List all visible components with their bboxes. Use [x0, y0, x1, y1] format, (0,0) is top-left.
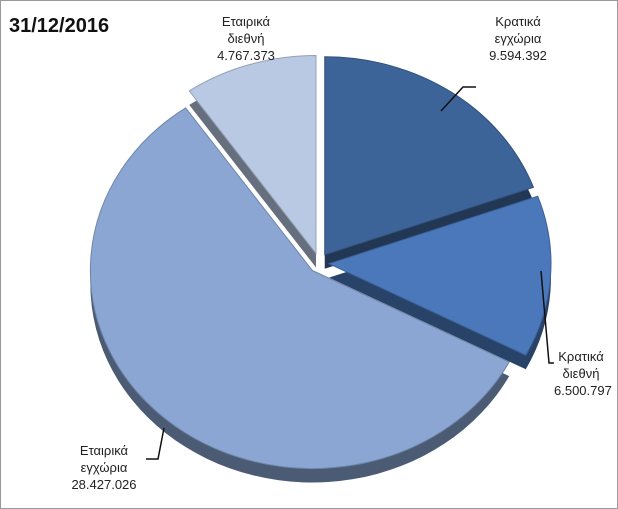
value-label: 28.427.026	[71, 477, 137, 492]
category-label: Εταιρικά διεθνή	[221, 14, 271, 46]
leader-line	[146, 427, 165, 460]
category-label: Κρατικά εγχώρια	[494, 14, 542, 46]
slices	[89, 54, 552, 483]
category-label: Εταιρικά εγχώρια	[79, 443, 129, 475]
slice	[89, 107, 510, 469]
slice	[188, 54, 317, 255]
chart-title: 31/12/2016	[9, 15, 110, 37]
leader-line	[540, 270, 554, 364]
value-label: 4.767.373	[217, 48, 275, 63]
value-label: 6.500.797	[554, 383, 612, 398]
slice	[324, 56, 535, 256]
leader-line	[440, 86, 476, 112]
value-label: 9.594.392	[489, 48, 547, 63]
slice	[327, 195, 552, 356]
category-label: Κρατικά διεθνή	[558, 349, 604, 381]
